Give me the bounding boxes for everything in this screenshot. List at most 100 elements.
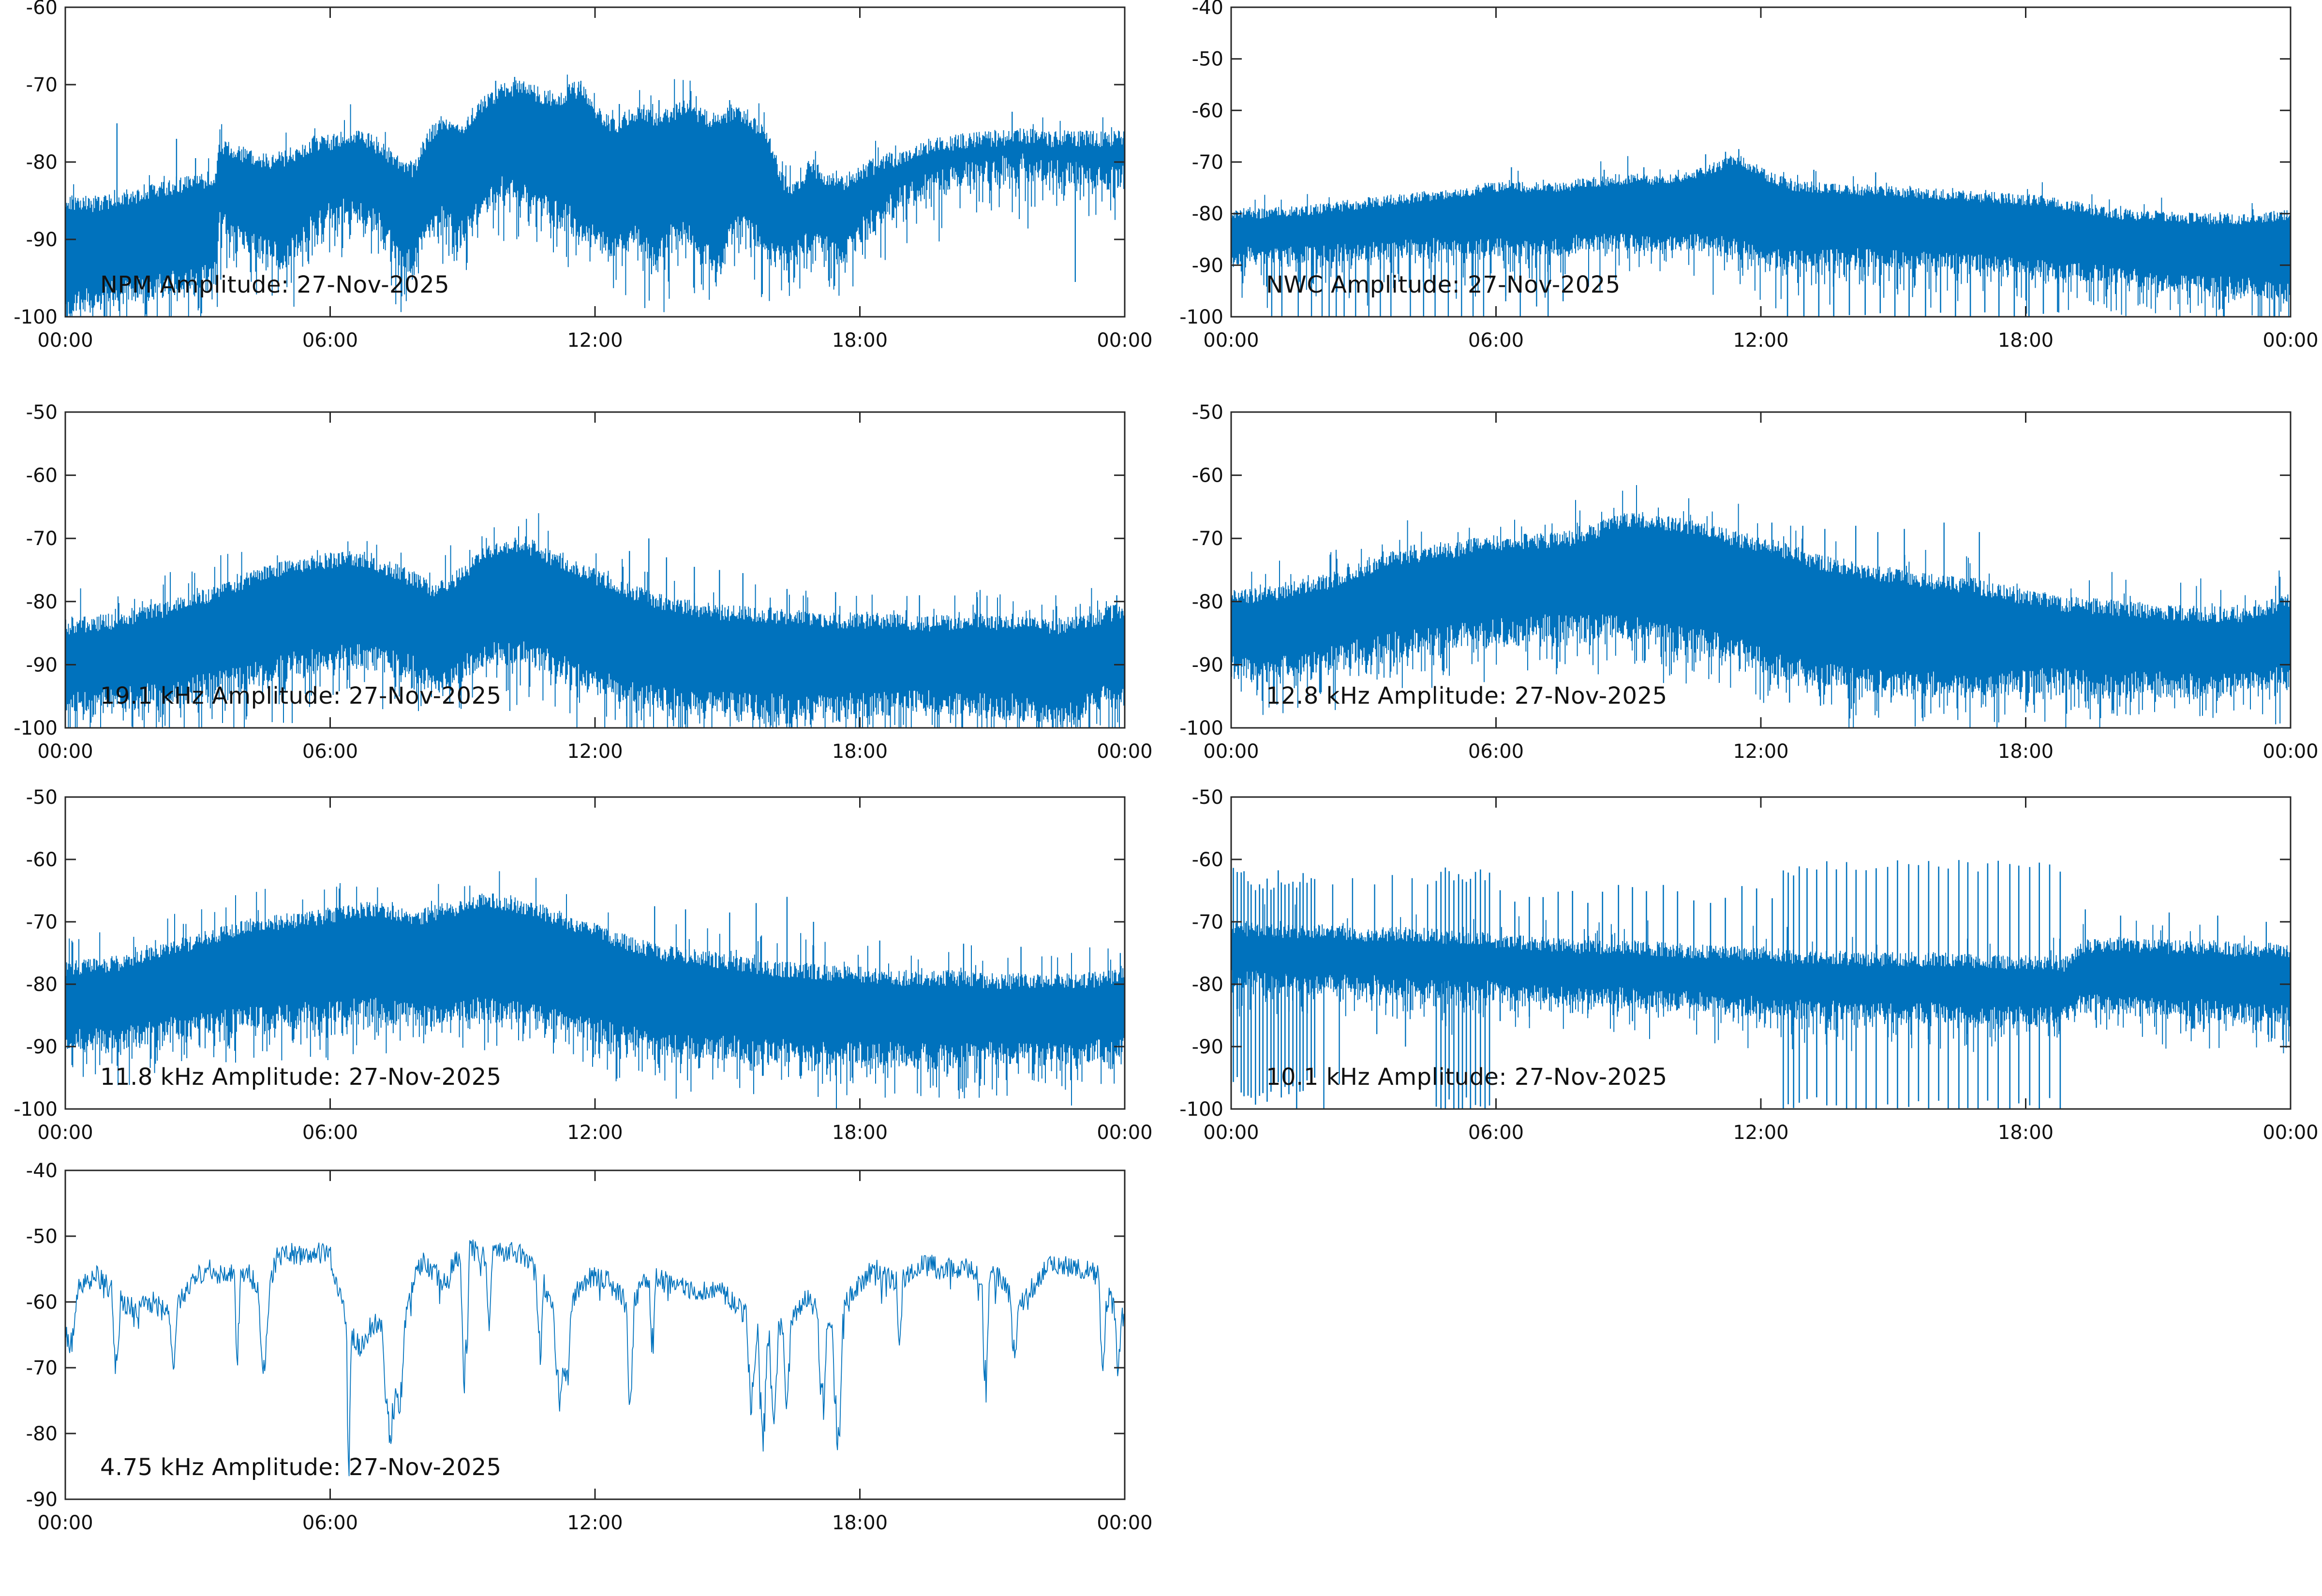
x-tick-label: 12:00 bbox=[1733, 740, 1788, 763]
subplot-19-1khz: 00:00 06:00 12:00 18:00 00:00-100-90-80-70-6… bbox=[14, 401, 1152, 763]
y-tick-label: -80 bbox=[26, 1423, 58, 1445]
x-tick-label: 00:00 bbox=[2262, 1122, 2318, 1144]
subplot-4-75khz: 00:00 06:00 12:00 18:00 00:00-90-80-70-60-50… bbox=[26, 1160, 1153, 1534]
x-tick-label: 00:00 bbox=[1097, 1512, 1152, 1534]
y-tick-label: -100 bbox=[1179, 306, 1223, 328]
x-tick-label: 00:00 bbox=[1203, 1122, 1259, 1144]
tick-marks-12-8khz bbox=[1230, 411, 2292, 729]
x-tick-label: 12:00 bbox=[567, 329, 623, 352]
subplot-10-1khz: 00:00 06:00 12:00 18:00 00:00-100-90-80-70-6… bbox=[1179, 786, 2318, 1144]
y-tick-label: -90 bbox=[26, 654, 58, 676]
tick-marks-nwc bbox=[1230, 6, 2292, 318]
x-tick-label: 12:00 bbox=[1733, 1122, 1788, 1144]
x-tick-label: 00:00 bbox=[37, 740, 93, 763]
x-tick-label: 12:00 bbox=[567, 1512, 623, 1534]
y-tick-label: -70 bbox=[26, 911, 58, 933]
x-tick-label: 06:00 bbox=[1468, 740, 1524, 763]
y-tick-label: -70 bbox=[1192, 911, 1223, 933]
y-tick-label: -100 bbox=[14, 1098, 58, 1121]
plot-title-19-1khz: 19.1 kHz Amplitude: 27-Nov-2025 bbox=[100, 682, 502, 709]
plot-spikes-12-8khz bbox=[1347, 516, 1980, 709]
plot-title-11-8khz: 11.8 kHz Amplitude: 27-Nov-2025 bbox=[100, 1064, 502, 1091]
y-tick-label: -50 bbox=[1192, 401, 1223, 424]
x-tick-label: 18:00 bbox=[832, 329, 888, 352]
x-tick-label: 00:00 bbox=[1097, 740, 1152, 763]
y-tick-label: -80 bbox=[1192, 203, 1223, 225]
x-tick-label: 06:00 bbox=[302, 329, 358, 352]
plot-title-npm: NPM Amplitude: 27-Nov-2025 bbox=[100, 271, 450, 298]
tick-marks-10-1khz bbox=[1230, 796, 2292, 1110]
x-tick-label: 18:00 bbox=[1998, 329, 2054, 352]
y-tick-label: -60 bbox=[1192, 100, 1223, 122]
y-tick-label: -90 bbox=[26, 1036, 58, 1058]
y-tick-label: -50 bbox=[26, 401, 58, 424]
x-tick-label: 00:00 bbox=[1203, 740, 1259, 763]
x-tick-label: 06:00 bbox=[1468, 329, 1524, 352]
tick-marks-11-8khz bbox=[64, 796, 1126, 1110]
y-tick-label: -70 bbox=[26, 1357, 58, 1379]
axes-box-4-75khz bbox=[64, 1169, 1126, 1500]
y-tick-label: -80 bbox=[26, 591, 58, 613]
x-tick-label: 06:00 bbox=[302, 1122, 358, 1144]
x-tick-label: 00:00 bbox=[1097, 1122, 1152, 1144]
x-tick-label: 00:00 bbox=[2262, 329, 2318, 352]
x-tick-label: 18:00 bbox=[1998, 740, 2054, 763]
y-tick-label: -90 bbox=[26, 1489, 58, 1511]
x-tick-label: 18:00 bbox=[1998, 1122, 2054, 1144]
subplot-nwc: 00:00 06:00 12:00 18:00 00:00-100-90-80-70-6… bbox=[1179, 0, 2318, 352]
plot-series-4-75khz bbox=[65, 1240, 1125, 1477]
tick-marks-19-1khz bbox=[64, 411, 1126, 729]
x-tick-label: 06:00 bbox=[302, 1512, 358, 1534]
y-tick-label: -50 bbox=[26, 786, 58, 809]
y-tick-label: -80 bbox=[26, 151, 58, 174]
y-tick-label: -100 bbox=[14, 717, 58, 739]
y-tick-label: -90 bbox=[26, 229, 58, 251]
y-tick-label: -60 bbox=[26, 849, 58, 871]
y-tick-label: -60 bbox=[26, 1291, 58, 1314]
plot-spikes-nwc bbox=[1271, 149, 1876, 317]
y-tick-label: -40 bbox=[26, 1160, 58, 1182]
y-tick-label: -50 bbox=[26, 1226, 58, 1248]
plot-title-nwc: NWC Amplitude: 27-Nov-2025 bbox=[1266, 271, 1621, 298]
plot-series-10-1khz bbox=[1231, 904, 2290, 1054]
tick-marks-npm bbox=[64, 6, 1126, 318]
x-tick-label: 06:00 bbox=[1468, 1122, 1524, 1144]
y-tick-label: -90 bbox=[1192, 654, 1223, 676]
x-tick-label: 00:00 bbox=[37, 1122, 93, 1144]
y-tick-label: -90 bbox=[1192, 1036, 1223, 1058]
y-tick-label: -90 bbox=[1192, 254, 1223, 277]
x-tick-label: 18:00 bbox=[832, 1512, 888, 1534]
plot-spikes-19-1khz bbox=[626, 538, 1117, 728]
y-tick-label: -50 bbox=[1192, 786, 1223, 809]
y-tick-label: -100 bbox=[14, 306, 58, 328]
y-tick-label: -70 bbox=[1192, 528, 1223, 550]
tick-marks-4-75khz bbox=[64, 1169, 1126, 1500]
x-tick-label: 18:00 bbox=[832, 740, 888, 763]
subplot-npm: 00:00 06:00 12:00 18:00 00:00-100-90-80-70-6… bbox=[14, 0, 1152, 352]
plot-title-4-75khz: 4.75 kHz Amplitude: 27-Nov-2025 bbox=[100, 1454, 502, 1481]
y-tick-label: -80 bbox=[1192, 591, 1223, 613]
y-tick-label: -100 bbox=[1179, 717, 1223, 739]
plot-pulses-10-1khz bbox=[1233, 860, 2061, 1109]
y-tick-label: -80 bbox=[1192, 974, 1223, 996]
y-tick-label: -60 bbox=[1192, 465, 1223, 487]
y-tick-label: -40 bbox=[1192, 0, 1223, 19]
x-tick-label: 00:00 bbox=[1203, 329, 1259, 352]
x-tick-label: 12:00 bbox=[1733, 329, 1788, 352]
y-tick-label: -100 bbox=[1179, 1098, 1223, 1121]
x-tick-label: 18:00 bbox=[832, 1122, 888, 1144]
y-tick-label: -50 bbox=[1192, 48, 1223, 71]
plot-pulses-nwc bbox=[1786, 186, 2058, 317]
y-tick-label: -60 bbox=[1192, 849, 1223, 871]
plot-spikes-10-1khz bbox=[1323, 875, 2267, 1109]
x-tick-label: 06:00 bbox=[302, 740, 358, 763]
x-tick-label: 00:00 bbox=[2262, 740, 2318, 763]
y-tick-label: -70 bbox=[26, 528, 58, 550]
x-tick-label: 00:00 bbox=[37, 329, 93, 352]
plot-spikes-npm bbox=[116, 77, 1076, 282]
subplot-11-8khz: 00:00 06:00 12:00 18:00 00:00-100-90-80-70-6… bbox=[14, 786, 1152, 1144]
y-tick-label: -60 bbox=[26, 465, 58, 487]
plot-spikes-11-8khz bbox=[654, 897, 1121, 1075]
